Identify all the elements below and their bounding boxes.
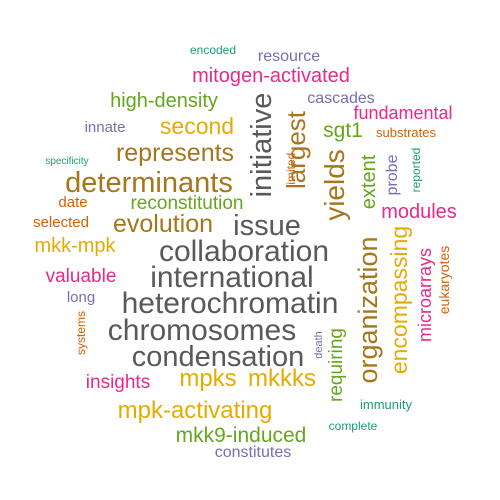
word-sgt1: sgt1 bbox=[323, 119, 363, 142]
word-probe: probe bbox=[384, 154, 401, 195]
word-limited: limited bbox=[284, 153, 298, 188]
word-extent: extent bbox=[358, 154, 380, 209]
word-valuable: valuable bbox=[46, 266, 117, 287]
word-organization: organization bbox=[353, 236, 383, 383]
word-mkk9-induced: mkk9-induced bbox=[176, 424, 307, 447]
word-substrates: substrates bbox=[376, 125, 436, 140]
word-specificity: specificity bbox=[45, 156, 88, 167]
word-selected: selected bbox=[33, 214, 89, 231]
word-insights: insights bbox=[86, 372, 150, 393]
word-modules: modules bbox=[381, 201, 457, 223]
word-issue: issue bbox=[233, 210, 301, 242]
word-encompassing: encompassing bbox=[386, 226, 412, 374]
word-death: death bbox=[313, 331, 325, 359]
word-immunity: immunity bbox=[360, 397, 413, 412]
word-evolution: evolution bbox=[113, 210, 213, 238]
word-long: long bbox=[67, 289, 95, 306]
word-heterochromatin: heterochromatin bbox=[122, 287, 339, 320]
word-chromosomes: chromosomes bbox=[108, 314, 296, 347]
word-constitutes: constitutes bbox=[215, 444, 291, 461]
word-initiative: initiative bbox=[246, 93, 278, 198]
word-complete: complete bbox=[329, 419, 378, 433]
word-encoded: encoded bbox=[190, 43, 236, 57]
word-eukaryotes: eukaryotes bbox=[436, 246, 452, 314]
word-systems: systems bbox=[74, 311, 88, 355]
word-yields: yields bbox=[319, 149, 350, 221]
word-innate: innate bbox=[85, 119, 126, 136]
word-second: second bbox=[160, 113, 234, 139]
word-international: international bbox=[150, 261, 313, 294]
word-mpks: mpks bbox=[179, 365, 236, 392]
word-requiring: requiring bbox=[326, 328, 347, 402]
word-high-density: high-density bbox=[110, 90, 218, 112]
word-date: date bbox=[58, 194, 87, 211]
word-condensation: condensation bbox=[132, 341, 305, 373]
word-determinants: determinants bbox=[65, 167, 233, 199]
word-represents: represents bbox=[116, 139, 234, 167]
word-mkkks: mkkks bbox=[248, 365, 316, 392]
word-collaboration: collaboration bbox=[159, 235, 329, 268]
word-fundamental: fundamental bbox=[353, 103, 452, 123]
word-cascades: cascades bbox=[307, 90, 375, 107]
word-microarrays: microarrays bbox=[415, 248, 435, 342]
word-mpk-activating: mpk-activating bbox=[118, 397, 273, 424]
word-mkk-mpk: mkk-mpk bbox=[34, 235, 116, 257]
word-reported: reported bbox=[409, 148, 423, 193]
word-largest: largest bbox=[281, 110, 311, 189]
word-resource: resource bbox=[258, 48, 320, 65]
word-mitogen-activated: mitogen-activated bbox=[192, 65, 350, 87]
word-reconstitution: reconstitution bbox=[130, 193, 243, 214]
